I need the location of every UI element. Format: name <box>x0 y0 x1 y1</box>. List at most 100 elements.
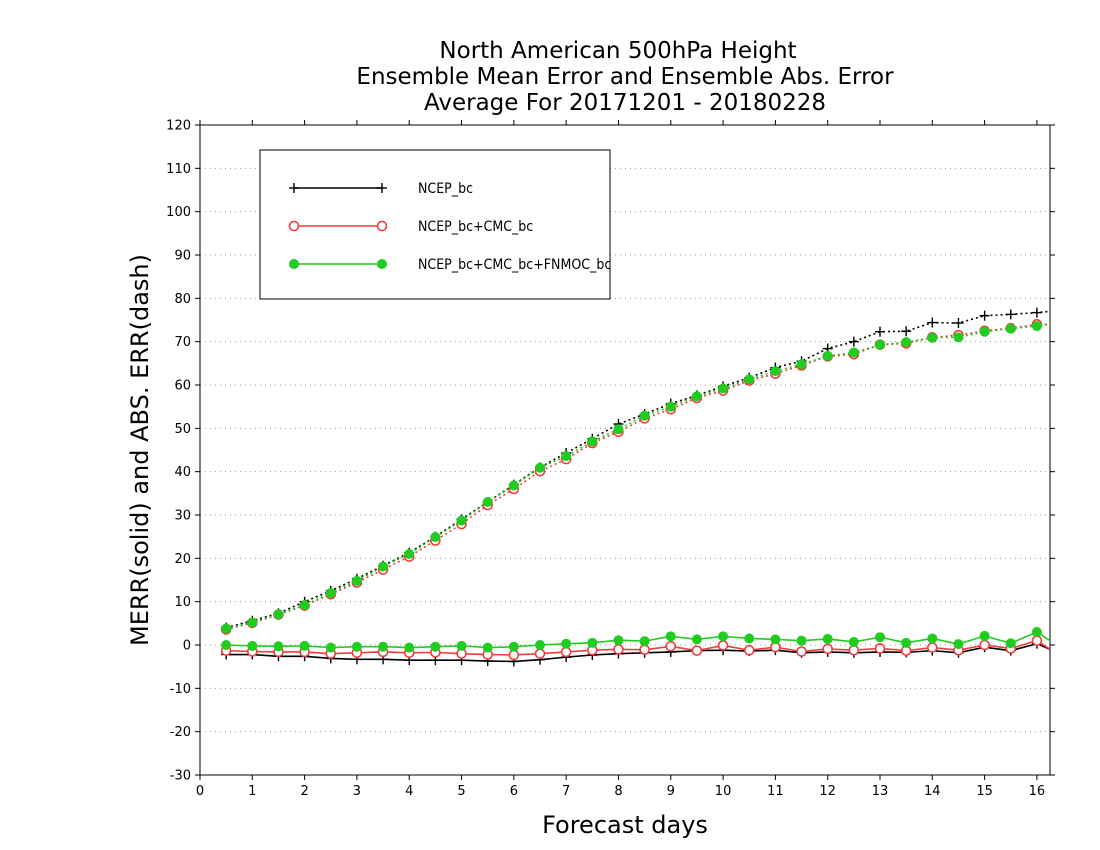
abs-err-point <box>822 350 833 361</box>
grid-lines <box>200 167 1050 733</box>
merr-point <box>953 639 964 650</box>
abs-err-point <box>927 317 938 328</box>
series-group <box>221 321 1051 653</box>
merr-point <box>1031 635 1043 646</box>
y-tick-label: 30 <box>174 509 191 524</box>
merr-point <box>587 637 598 648</box>
abs-err-point <box>535 462 545 473</box>
abs-err-point <box>456 515 467 526</box>
y-tick-label: -10 <box>170 682 191 697</box>
abs-err-point <box>587 436 598 447</box>
abs-err-point <box>927 332 938 343</box>
abs-err-point <box>979 326 990 337</box>
y-tick-label: 40 <box>174 465 191 480</box>
abs-err-point <box>378 561 389 572</box>
y-tick-label: 0 <box>183 639 191 654</box>
merr-point <box>822 633 833 644</box>
merr-point <box>717 640 729 651</box>
y-tick-label: 50 <box>174 422 191 437</box>
abs-err-point <box>299 600 310 611</box>
legend-marker <box>289 259 299 269</box>
abs-err-point <box>848 336 859 347</box>
x-tick-label: 1 <box>248 784 256 799</box>
merr-point <box>508 649 520 661</box>
abs-err-point <box>1031 321 1042 332</box>
abs-err-point <box>273 609 284 620</box>
y-tick-label: 100 <box>166 205 191 220</box>
legend-marker <box>377 259 387 269</box>
abs-err-point <box>639 410 650 421</box>
x-tick-label: 5 <box>457 784 465 799</box>
x-tick-label: 4 <box>405 784 413 799</box>
x-tick-label: 10 <box>715 784 732 799</box>
abs-err-point <box>1031 307 1042 318</box>
legend-marker <box>377 183 387 193</box>
x-tick-label: 0 <box>196 784 204 799</box>
x-tick-label: 11 <box>767 784 784 799</box>
merr-point <box>979 630 990 641</box>
y-tick-label: 80 <box>174 292 191 307</box>
legend-label: NCEP_bc <box>418 181 473 197</box>
merr-point <box>534 648 546 659</box>
series-abs-err-line <box>225 310 1051 629</box>
x-tick-label: 6 <box>510 784 518 799</box>
abs-err-point <box>744 374 755 385</box>
abs-err-point <box>665 401 676 412</box>
merr-point <box>613 635 624 646</box>
merr-point <box>1031 627 1042 637</box>
merr-point <box>430 641 441 652</box>
abs-err-point <box>482 497 493 507</box>
merr-point <box>875 632 885 643</box>
merr-point <box>351 641 362 652</box>
merr-point <box>273 641 284 652</box>
x-tick-label: 2 <box>300 784 308 799</box>
abs-err-point <box>848 347 859 358</box>
merr-point <box>561 638 572 649</box>
x-tick-label: 16 <box>1029 784 1046 799</box>
chart-title: North American 500hPa Height Ensemble Me… <box>356 38 894 116</box>
x-tick-label: 15 <box>976 784 993 799</box>
y-tick-label: 120 <box>166 119 191 134</box>
series-group <box>221 307 1051 667</box>
legend: NCEP_bc NCEP_bc+CMC_bc NCEP_bc+CMC_bc+FNMO… <box>259 149 611 300</box>
legend-marker <box>289 183 299 193</box>
merr-point <box>560 646 572 658</box>
abs-err-point <box>404 549 415 559</box>
series-layer <box>220 307 1051 667</box>
legend-marker <box>376 220 388 232</box>
abs-err-point <box>1005 309 1016 320</box>
y-tick-label: 70 <box>174 335 191 350</box>
abs-err-point <box>561 451 572 462</box>
abs-err-point <box>718 383 729 394</box>
merr-point <box>482 642 493 653</box>
merr-point <box>796 635 807 646</box>
y-tick-label: -30 <box>170 769 191 784</box>
abs-err-point <box>508 480 519 491</box>
merr-point <box>613 644 624 655</box>
abs-err-point <box>953 318 964 329</box>
merr-point <box>456 640 467 651</box>
abs-err-point <box>979 310 990 321</box>
legend-box <box>259 149 611 300</box>
y-axis-title: MERR(solid) and ABS. ERR(dash) <box>126 254 154 646</box>
x-tick-label: 8 <box>614 784 622 799</box>
merr-point <box>1005 638 1016 649</box>
abs-err-point <box>875 339 885 350</box>
merr-point <box>979 639 990 651</box>
abs-err-point <box>901 326 912 337</box>
x-axis-title: Forecast days <box>542 811 708 839</box>
merr-point <box>665 640 677 652</box>
x-tick-label: 7 <box>562 784 570 799</box>
abs-err-point <box>430 532 441 543</box>
x-tick-label: 3 <box>353 784 361 799</box>
abs-err-point <box>247 617 258 628</box>
merr-point <box>639 644 650 656</box>
abs-err-point <box>1005 323 1016 334</box>
y-tick-label: -20 <box>170 725 191 740</box>
plot-frame <box>199 124 1051 776</box>
legend-label: NCEP_bc+CMC_bc+FNMOC_bc <box>418 257 611 273</box>
series-merr-line <box>226 631 1051 649</box>
merr-point <box>744 633 755 644</box>
abs-err-point <box>325 588 336 598</box>
merr-point <box>691 645 703 656</box>
